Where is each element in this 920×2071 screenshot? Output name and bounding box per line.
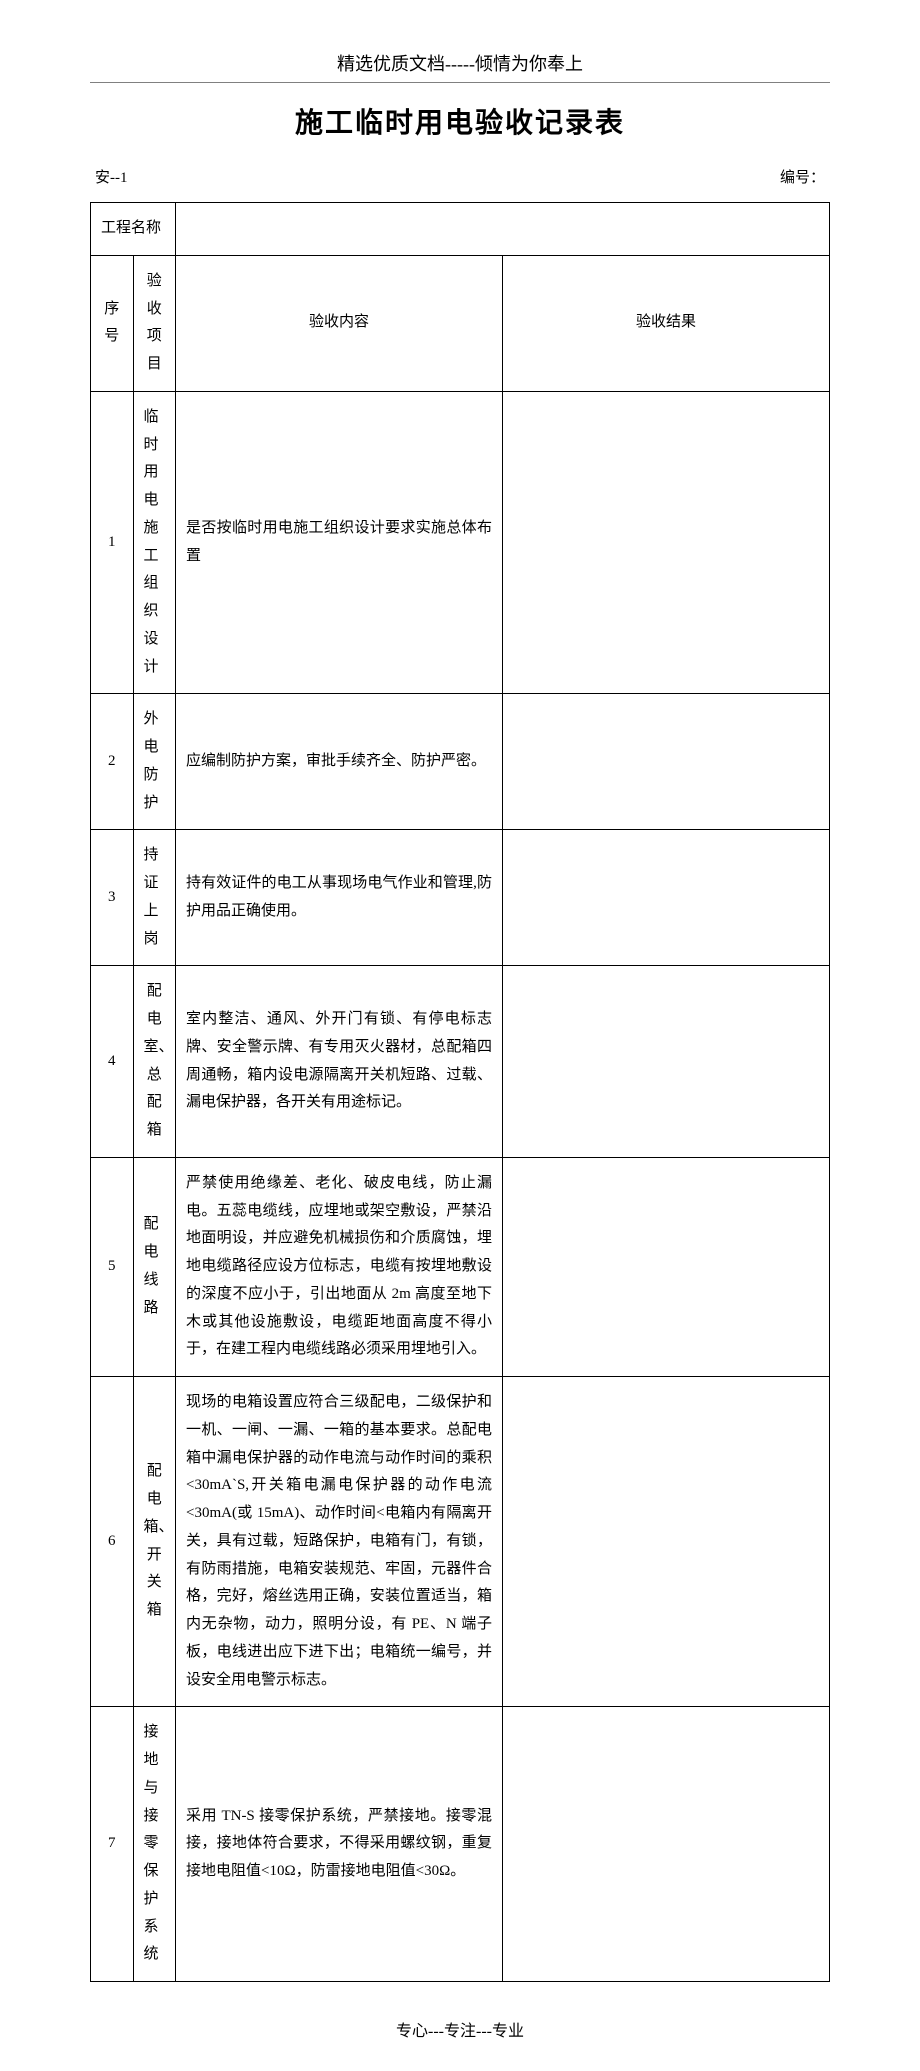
cell-result bbox=[503, 1157, 830, 1376]
cell-item: 配电线路 bbox=[133, 1157, 176, 1376]
table-row: 1 临时用电施工组织设计 是否按临时用电施工组织设计要求实施总体布置 bbox=[91, 391, 830, 694]
col-header-item: 验收项目 bbox=[133, 255, 176, 391]
cell-seq: 6 bbox=[91, 1377, 134, 1707]
cell-seq: 2 bbox=[91, 694, 134, 830]
cell-content: 严禁使用绝缘差、老化、破皮电线，防止漏电。五蕊电缆线，应埋地或架空敷设，严禁沿地… bbox=[176, 1157, 503, 1376]
cell-content: 持有效证件的电工从事现场电气作业和管理,防护用品正确使用。 bbox=[176, 830, 503, 966]
cell-result bbox=[503, 694, 830, 830]
cell-result bbox=[503, 830, 830, 966]
table-row: 7 接地与接零保护系统 采用 TN-S 接零保护系统，严禁接地。接零混接，接地体… bbox=[91, 1707, 830, 1982]
cell-item: 持证上岗 bbox=[133, 830, 176, 966]
cell-seq: 3 bbox=[91, 830, 134, 966]
project-name-value bbox=[176, 203, 830, 256]
cell-seq: 5 bbox=[91, 1157, 134, 1376]
table-row: 2 外电防护 应编制防护方案，审批手续齐全、防护严密。 bbox=[91, 694, 830, 830]
cell-content: 采用 TN-S 接零保护系统，严禁接地。接零混接，接地体符合要求，不得采用螺纹钢… bbox=[176, 1707, 503, 1982]
table-header-row: 序号 验收项目 验收内容 验收结果 bbox=[91, 255, 830, 391]
cell-result bbox=[503, 1707, 830, 1982]
table-row: 4 配电室、总配箱 室内整洁、通风、外开门有锁、有停电标志牌、安全警示牌、有专用… bbox=[91, 966, 830, 1158]
cell-item: 接地与接零保护系统 bbox=[133, 1707, 176, 1982]
col-header-result: 验收结果 bbox=[503, 255, 830, 391]
cell-item: 临时用电施工组织设计 bbox=[133, 391, 176, 694]
cell-result bbox=[503, 1377, 830, 1707]
cell-seq: 7 bbox=[91, 1707, 134, 1982]
acceptance-table: 工程名称 序号 验收项目 验收内容 验收结果 1 临时用电施工组织设计 是否按临… bbox=[90, 202, 830, 1982]
project-name-row: 工程名称 bbox=[91, 203, 830, 256]
cell-result bbox=[503, 966, 830, 1158]
cell-content: 应编制防护方案，审批手续齐全、防护严密。 bbox=[176, 694, 503, 830]
subheader-left: 安--1 bbox=[95, 166, 128, 187]
document-title: 施工临时用电验收记录表 bbox=[90, 101, 830, 141]
cell-item: 配电室、总配箱 bbox=[133, 966, 176, 1158]
header-top-text: 精选优质文档-----倾情为你奉上 bbox=[90, 50, 830, 76]
page-header: 精选优质文档-----倾情为你奉上 bbox=[90, 50, 830, 83]
cell-item: 外电防护 bbox=[133, 694, 176, 830]
page-footer: 专心---专注---专业 bbox=[90, 2017, 830, 2041]
cell-result bbox=[503, 391, 830, 694]
cell-seq: 4 bbox=[91, 966, 134, 1158]
cell-item: 配电箱、开关箱 bbox=[133, 1377, 176, 1707]
subheader-right: 编号： bbox=[780, 166, 825, 187]
header-divider bbox=[90, 82, 830, 83]
table-row: 5 配电线路 严禁使用绝缘差、老化、破皮电线，防止漏电。五蕊电缆线，应埋地或架空… bbox=[91, 1157, 830, 1376]
table-row: 6 配电箱、开关箱 现场的电箱设置应符合三级配电，二级保护和一机、一闸、一漏、一… bbox=[91, 1377, 830, 1707]
cell-seq: 1 bbox=[91, 391, 134, 694]
col-header-content: 验收内容 bbox=[176, 255, 503, 391]
cell-content: 室内整洁、通风、外开门有锁、有停电标志牌、安全警示牌、有专用灭火器材，总配箱四周… bbox=[176, 966, 503, 1158]
table-row: 3 持证上岗 持有效证件的电工从事现场电气作业和管理,防护用品正确使用。 bbox=[91, 830, 830, 966]
col-header-seq: 序号 bbox=[91, 255, 134, 391]
cell-content: 是否按临时用电施工组织设计要求实施总体布置 bbox=[176, 391, 503, 694]
subheader-row: 安--1 编号： bbox=[90, 166, 830, 187]
project-name-label: 工程名称 bbox=[91, 203, 176, 256]
cell-content: 现场的电箱设置应符合三级配电，二级保护和一机、一闸、一漏、一箱的基本要求。总配电… bbox=[176, 1377, 503, 1707]
